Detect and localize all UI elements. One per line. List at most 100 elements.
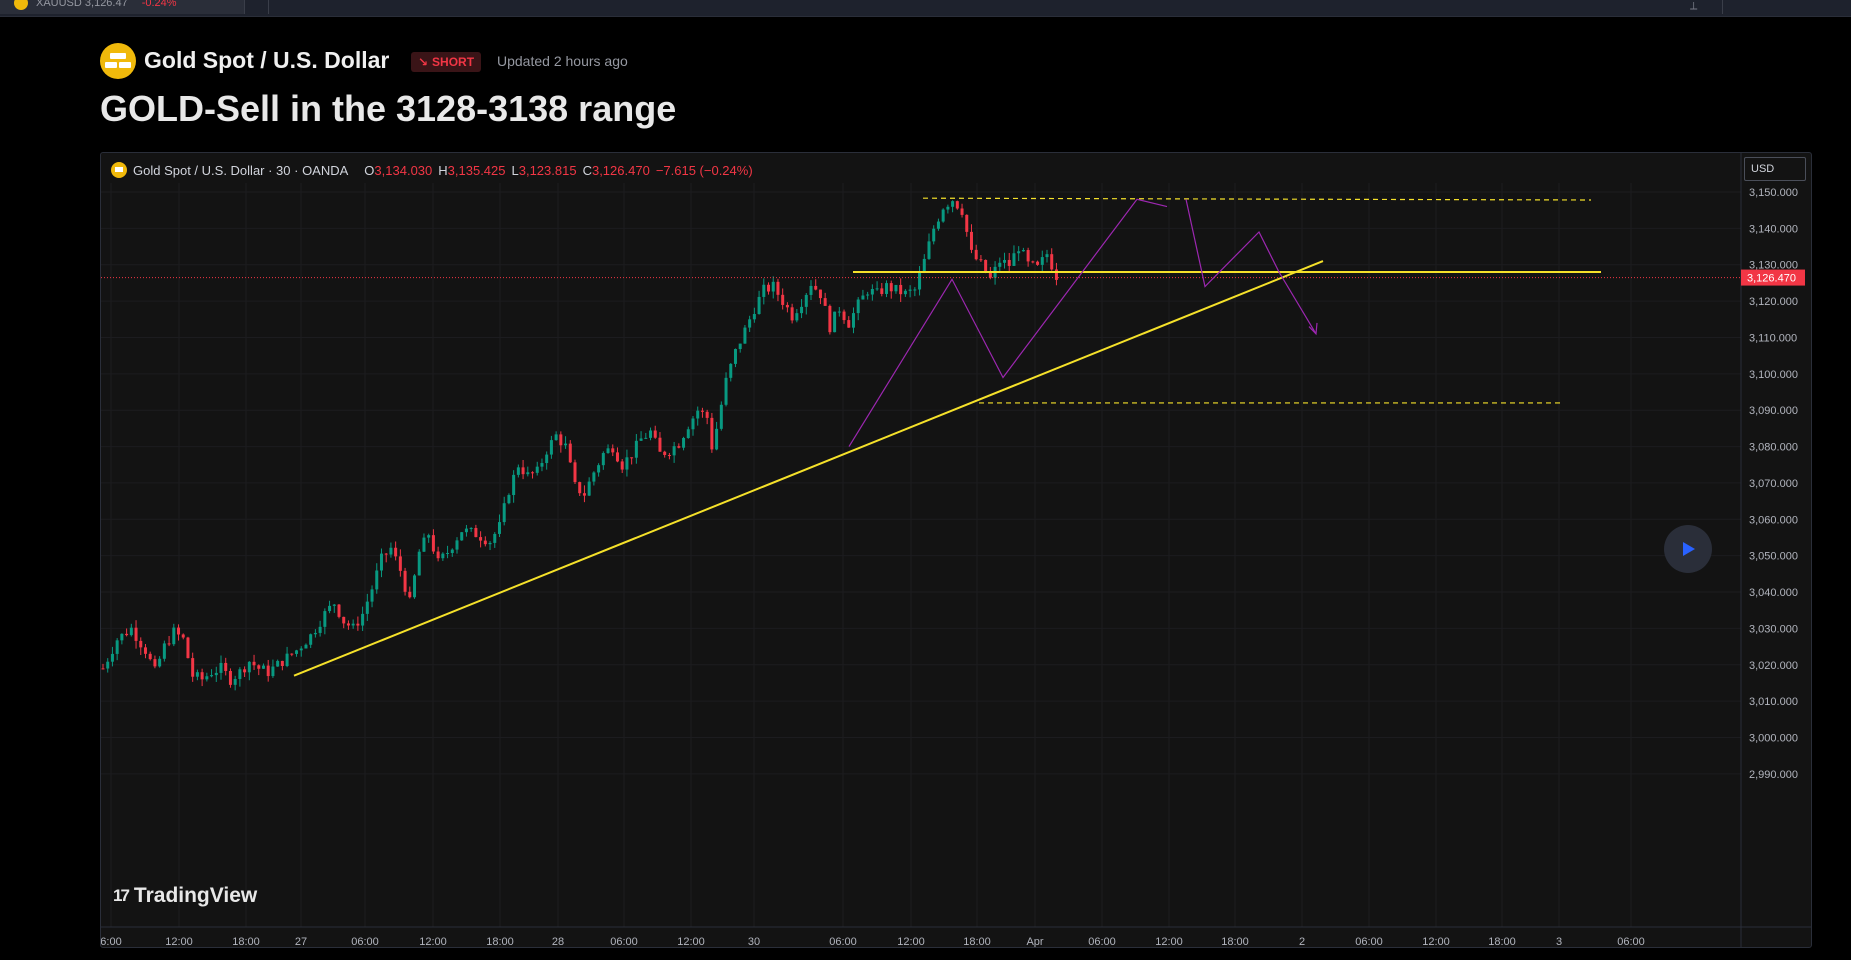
candle-body <box>1054 269 1058 280</box>
symbol-tab[interactable]: XAUUSD 3,126.47 -0.24% <box>0 0 245 14</box>
candle-body <box>398 556 402 571</box>
candle-body <box>455 540 459 550</box>
pattern-zigzag[interactable] <box>848 198 1168 447</box>
time-axis-tick-label: 18:00 <box>1221 936 1249 947</box>
time-axis-tick-label: 06:00 <box>829 936 857 947</box>
candle-body <box>545 454 549 464</box>
candle-body <box>526 472 530 475</box>
time-axis-tick-label: 3 <box>1556 936 1562 947</box>
chart-panel[interactable]: 3,150.000 3,140.000 3,130.000 3,120.000 3,11… <box>100 152 1812 948</box>
candle-body <box>823 298 827 306</box>
candle-body <box>875 288 879 290</box>
candle-body <box>356 623 360 626</box>
candle-body <box>507 495 511 504</box>
time-axis-tick-label: 18:00 <box>486 936 514 947</box>
candle-body <box>851 313 855 328</box>
candle-body <box>408 591 412 598</box>
candle-body <box>804 294 808 307</box>
candle-body <box>247 661 251 673</box>
time-axis-tick-label: 06:00 <box>1355 936 1383 947</box>
candle-body <box>785 304 789 308</box>
candle-body <box>261 665 265 669</box>
candle-body <box>295 650 299 654</box>
candle-body <box>625 457 629 470</box>
top-toolbar: XAUUSD 3,126.47 -0.24% ⟂ <box>0 0 1851 17</box>
legend-symbol[interactable]: Gold Spot / U.S. Dollar · 30 · OANDA <box>133 162 349 178</box>
candle-body <box>446 552 450 554</box>
candle-body <box>936 221 940 229</box>
candle-body <box>620 461 624 470</box>
candle-body <box>1050 254 1054 270</box>
resistance-dashed-line[interactable] <box>922 197 1592 201</box>
price-axis-tick-label: 3,110.000 <box>1749 332 1797 344</box>
replay-play-button[interactable] <box>1664 525 1712 573</box>
legend-open-value: 3,134.030 <box>374 162 433 178</box>
candle-body <box>1045 254 1049 258</box>
price-axis-tick-label: 2,990.000 <box>1749 769 1798 781</box>
time-axis-tick-label: 12:00 <box>419 936 447 947</box>
candle-body <box>172 627 176 645</box>
price-axis-tick-label: 3,020.000 <box>1749 660 1798 672</box>
candle-body <box>101 668 105 670</box>
symbol-name-link[interactable]: Gold Spot / U.S. Dollar <box>144 47 390 73</box>
candle-body <box>238 669 242 679</box>
candle-body <box>913 289 917 291</box>
candle-body <box>908 289 912 291</box>
candle-body <box>955 201 959 209</box>
candle-body <box>502 503 506 523</box>
candle-body <box>148 653 152 660</box>
price-chart[interactable]: 3,150.000 3,140.000 3,130.000 3,120.000 3,11… <box>101 153 1811 947</box>
candle-body <box>531 472 535 474</box>
idea-title: GOLD-Sell in the 3128-3138 range <box>100 88 677 129</box>
candle-body <box>328 605 332 612</box>
candle-body <box>960 208 964 215</box>
pin-icon[interactable]: ⟂ <box>1690 0 1698 12</box>
candle-body <box>483 540 487 545</box>
legend-high-label: H <box>438 162 448 178</box>
ascending-trendline[interactable] <box>293 260 1324 677</box>
candle-body <box>984 259 988 273</box>
candle-body <box>889 283 893 292</box>
candle-body <box>866 294 870 296</box>
candle-body <box>153 659 157 667</box>
short-badge: ↘ SHORT <box>411 52 481 72</box>
candle-body <box>389 547 393 555</box>
candle-body <box>1012 253 1016 266</box>
candle-body <box>743 327 747 344</box>
price-axis-tick-label: 3,090.000 <box>1749 405 1798 417</box>
candle-body <box>441 553 445 559</box>
candle-body <box>469 527 473 529</box>
candle-body <box>606 448 610 454</box>
legend-close-label: C <box>582 162 592 178</box>
candle-body <box>691 418 695 430</box>
tradingview-wordmark: TradingView <box>133 884 258 907</box>
candle-body <box>365 601 369 614</box>
candle-body <box>762 284 766 297</box>
toolbar-divider <box>1722 0 1723 14</box>
candle-body <box>110 653 114 662</box>
candle-body <box>205 676 209 680</box>
candle-body <box>243 669 247 673</box>
candle-body <box>686 429 690 438</box>
candle-body <box>941 209 945 222</box>
candle-body <box>1017 251 1021 254</box>
candle-body <box>781 294 785 305</box>
candle-body <box>724 377 728 405</box>
candle-body <box>125 633 129 636</box>
updated-timestamp: Updated 2 hours ago <box>497 53 628 69</box>
legend-low-value: 3,123.815 <box>518 162 577 178</box>
chart-legend: Gold Spot / U.S. Dollar · 30 · OANDA O 3,… <box>111 162 753 178</box>
candle-body <box>219 662 223 673</box>
candle-body <box>120 633 124 641</box>
pattern-zigzag[interactable] <box>1185 199 1317 335</box>
candle-body <box>880 288 884 294</box>
candle-body <box>540 463 544 467</box>
candle-body <box>564 443 568 446</box>
currency-selector[interactable]: USD <box>1744 157 1806 181</box>
candle-body <box>493 533 497 543</box>
candle-body <box>738 343 742 350</box>
candle-body <box>1021 250 1025 252</box>
tradingview-logo[interactable]: 17 TradingView <box>113 884 257 908</box>
candle-body <box>795 313 799 321</box>
candle-body <box>309 634 313 645</box>
